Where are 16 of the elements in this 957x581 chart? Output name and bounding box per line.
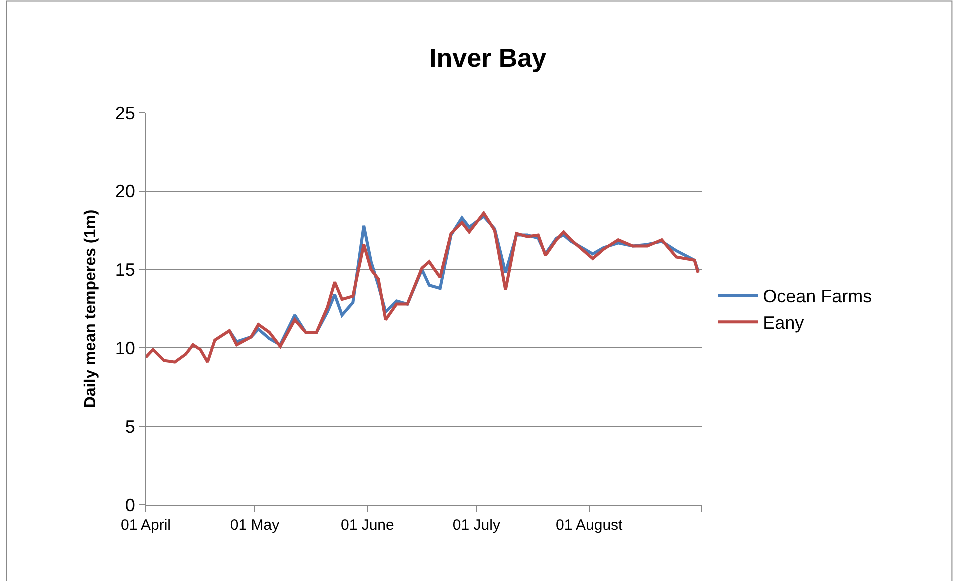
legend-label: Ocean Farms xyxy=(763,286,872,307)
legend-label: Eany xyxy=(763,313,804,334)
chart-title: Inver Bay xyxy=(430,43,548,74)
y-tick-label: 5 xyxy=(125,416,136,437)
line-series xyxy=(146,212,700,364)
y-tick-label: 10 xyxy=(115,338,136,358)
y-tick-label: 15 xyxy=(115,260,136,280)
x-tick-label: 01 April xyxy=(120,517,172,534)
y-axis-title: Daily mean temperes (1m) xyxy=(82,210,100,408)
y-tick-label: 25 xyxy=(115,103,136,124)
x-tick-label: 01 July xyxy=(452,517,501,534)
x-tick-label: 01 August xyxy=(556,517,624,534)
x-tick-label: 01 June xyxy=(340,517,394,534)
y-tick-label: 0 xyxy=(125,495,136,516)
x-tick-label: 01 May xyxy=(230,517,280,534)
y-tick-label: 20 xyxy=(115,182,136,202)
